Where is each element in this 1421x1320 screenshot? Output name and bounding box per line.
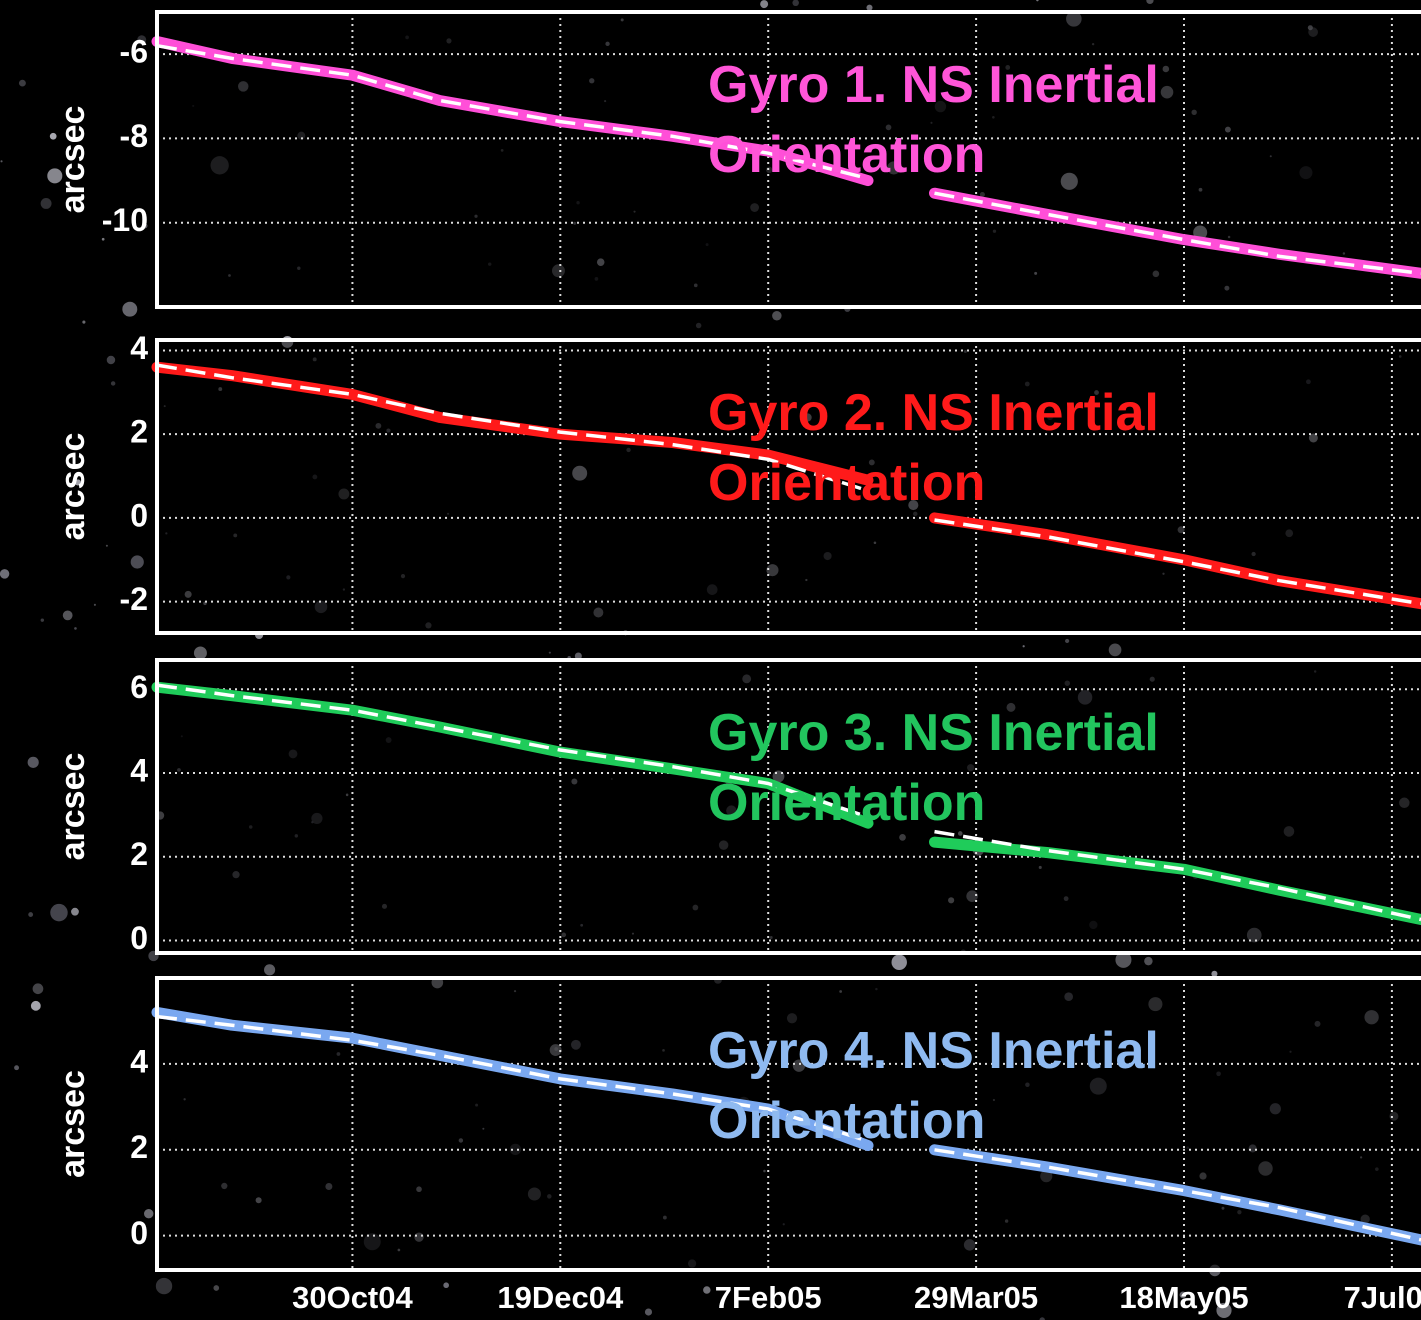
star (1065, 639, 1069, 643)
star (71, 908, 79, 916)
y-tick-label: 2 (130, 414, 148, 450)
panel-title: Gyro 3. NS Inertial Orientation (708, 698, 1268, 838)
y-tick-label: 2 (130, 1129, 148, 1165)
panel-title: Gyro 2. NS Inertial Orientation (708, 378, 1268, 518)
y-tick-label: -2 (120, 581, 148, 617)
star (0, 160, 2, 162)
star (264, 964, 275, 975)
x-tick-label: 29Mar05 (914, 1280, 1038, 1315)
star (443, 1282, 449, 1288)
star (1109, 644, 1122, 657)
star (107, 356, 115, 364)
y-axis-label: arcsec (54, 753, 92, 861)
y-tick-label: 2 (130, 836, 148, 872)
x-tick-label: 30Oct04 (292, 1280, 413, 1315)
panel-title: Gyro 4. NS Inertial Orientation (708, 1016, 1268, 1156)
y-tick-label: 4 (130, 752, 148, 788)
star (194, 646, 207, 659)
star (772, 311, 781, 320)
star (28, 757, 39, 768)
star (892, 955, 907, 970)
y-axis-label: arcsec (54, 106, 92, 214)
star (41, 198, 52, 209)
star (0, 569, 9, 578)
star (41, 618, 44, 621)
star (122, 302, 137, 317)
y-tick-label: 0 (130, 1215, 148, 1251)
y-tick-label: 0 (130, 920, 148, 956)
y-axis-label: arcsec (54, 1070, 92, 1178)
star (1036, 0, 1038, 1)
star (102, 238, 105, 241)
star (31, 1001, 41, 1011)
star (760, 0, 768, 8)
y-tick-label: 4 (130, 1043, 148, 1079)
star (156, 1278, 172, 1294)
y-tick-label: 4 (130, 330, 148, 366)
star (111, 381, 115, 385)
star (14, 1065, 19, 1070)
star (82, 321, 85, 324)
star (28, 912, 33, 917)
star (1023, 645, 1025, 647)
panel-title: Gyro 1. NS Inertial Orientation (708, 50, 1268, 190)
star (63, 611, 73, 621)
y-axis-label: arcsec (54, 433, 92, 541)
star (549, 652, 551, 654)
star (1144, 957, 1152, 965)
star (1146, 0, 1153, 4)
star (74, 627, 77, 630)
star (703, 1286, 710, 1293)
page: -10 -8 -6 arcsec -2 0 2 4 arcsec 0 2 4 6 arcsec 0 2 4 arc… (0, 0, 1421, 1320)
star (1211, 971, 1217, 977)
x-tick-label: 7Jul05 (1344, 1280, 1421, 1315)
star (866, 5, 872, 11)
star (106, 545, 108, 547)
star (19, 80, 26, 87)
star (33, 983, 44, 994)
star (131, 555, 144, 568)
star (792, 0, 799, 6)
y-tick-label: 0 (130, 497, 148, 533)
x-tick-label: 19Dec04 (497, 1280, 624, 1315)
star (645, 1308, 652, 1315)
star (94, 604, 96, 606)
y-tick-label: -8 (120, 118, 148, 154)
y-tick-label: -10 (102, 202, 148, 238)
x-tick-label: 7Feb05 (715, 1280, 822, 1315)
star (696, 323, 702, 329)
star (213, 1285, 219, 1291)
x-tick-label: 18May05 (1119, 1280, 1248, 1315)
y-tick-label: -6 (120, 34, 148, 70)
y-tick-label: 6 (130, 669, 148, 705)
star (50, 904, 67, 921)
